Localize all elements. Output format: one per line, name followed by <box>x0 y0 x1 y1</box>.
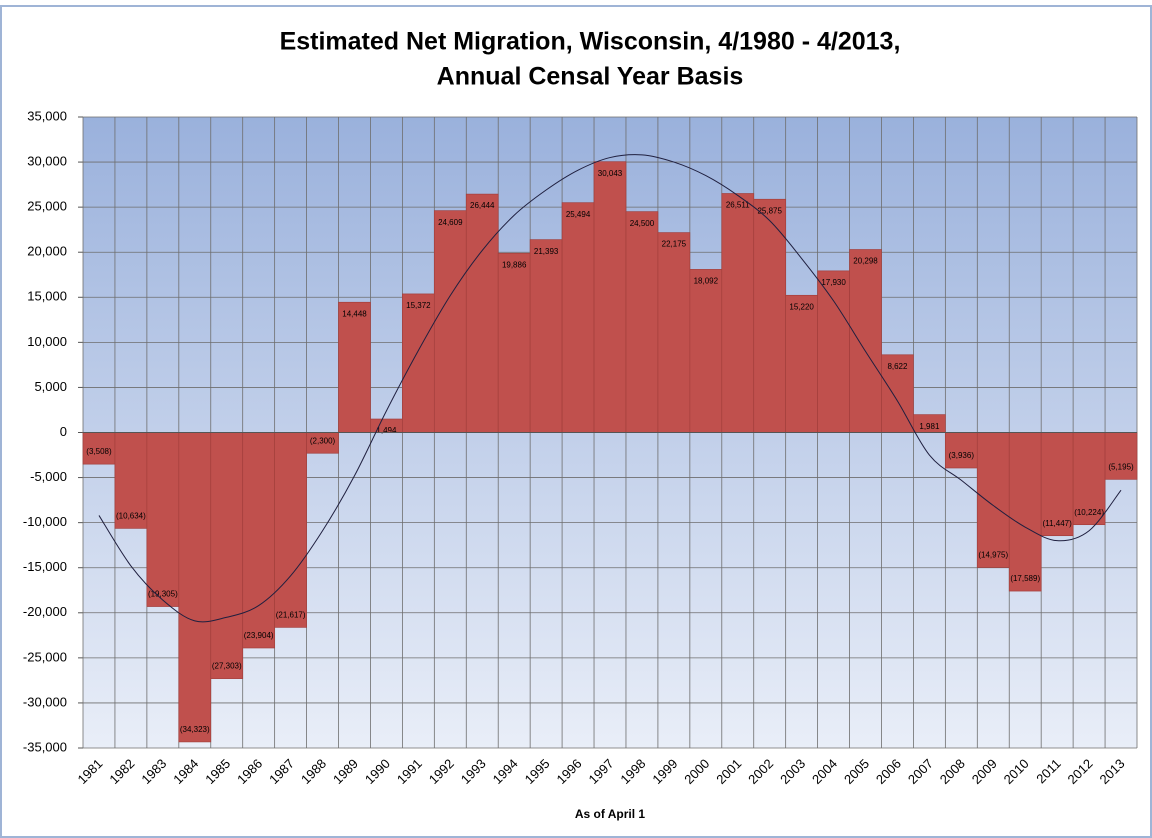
value-label: (2,300) <box>310 436 336 445</box>
value-label: 26,444 <box>470 201 495 210</box>
chart-title: Annual Censal Year Basis <box>437 63 744 91</box>
bar <box>274 432 307 628</box>
bar <box>625 211 659 433</box>
bar <box>146 432 180 607</box>
bar <box>849 249 882 433</box>
value-label: (3,508) <box>86 447 112 456</box>
y-tick-label: -20,000 <box>23 604 67 619</box>
value-label: (10,634) <box>116 511 146 520</box>
value-label: 25,875 <box>757 206 782 215</box>
bar <box>1104 432 1138 480</box>
bar <box>945 432 978 469</box>
value-label: 18,092 <box>694 277 719 286</box>
bar <box>1040 432 1074 537</box>
y-tick-label: -25,000 <box>23 649 67 664</box>
value-label: (11,447) <box>1043 519 1073 528</box>
bar <box>114 432 148 529</box>
value-label: (27,303) <box>212 662 242 671</box>
bar <box>529 239 563 433</box>
value-label: 15,372 <box>406 301 431 310</box>
value-label: (21,617) <box>276 610 306 619</box>
value-label: 25,494 <box>566 210 591 219</box>
value-label: 22,175 <box>662 240 687 249</box>
trendline <box>98 154 1122 623</box>
value-label: 1,981 <box>919 422 940 431</box>
y-tick-label: 5,000 <box>34 379 67 394</box>
bar <box>689 269 723 433</box>
value-label: (5,195) <box>1108 462 1134 471</box>
bar <box>497 252 531 433</box>
value-label: 15,220 <box>789 302 814 311</box>
y-tick-label: -30,000 <box>23 694 67 709</box>
y-tick-label: -15,000 <box>23 559 67 574</box>
bar <box>753 198 787 433</box>
x-axis-title: As of April 1 <box>575 807 646 821</box>
bar <box>433 210 467 433</box>
value-label: 19,886 <box>502 260 527 269</box>
value-label: 21,393 <box>534 247 559 256</box>
value-label: 14,448 <box>342 309 367 318</box>
y-tick-label: 10,000 <box>27 334 67 349</box>
value-label: (23,904) <box>244 631 274 640</box>
bar <box>976 432 1010 568</box>
value-label: 1,494 <box>376 426 397 435</box>
bar <box>785 294 818 433</box>
value-label: 20,298 <box>853 257 878 266</box>
value-label: 17,930 <box>821 278 846 287</box>
bar <box>593 161 627 433</box>
y-tick-label: -35,000 <box>23 739 67 754</box>
y-tick-label: 15,000 <box>27 289 67 304</box>
bar <box>817 270 850 433</box>
bar <box>82 432 116 465</box>
y-tick-label: 25,000 <box>27 199 67 214</box>
value-label: (10,224) <box>1074 508 1104 517</box>
y-tick-label: -10,000 <box>23 514 67 529</box>
bar <box>178 432 212 743</box>
bar <box>1008 432 1042 592</box>
bar <box>561 202 595 433</box>
y-tick-label: 20,000 <box>27 244 67 259</box>
value-label: 26,511 <box>726 201 750 210</box>
bar <box>657 232 691 433</box>
value-label: (17,589) <box>1010 574 1040 583</box>
y-tick-label: 35,000 <box>27 108 67 123</box>
bar <box>402 293 435 433</box>
value-label: 24,500 <box>630 219 655 228</box>
bar <box>721 193 755 433</box>
value-label: 30,043 <box>598 169 623 178</box>
bar <box>242 432 275 649</box>
value-label: (19,305) <box>148 590 178 599</box>
y-tick-label: -5,000 <box>30 469 67 484</box>
value-label: 8,622 <box>887 362 908 371</box>
value-label: (34,323) <box>180 725 210 734</box>
value-label: (14,975) <box>978 551 1008 560</box>
bar <box>210 432 244 679</box>
chart-title: Estimated Net Migration, Wisconsin, 4/19… <box>280 28 901 56</box>
value-label: 24,609 <box>438 218 463 227</box>
y-tick-label: 0 <box>60 424 67 439</box>
bar <box>465 193 499 433</box>
value-label: (3,936) <box>949 451 975 460</box>
y-tick-label: 30,000 <box>27 154 67 169</box>
bar <box>338 301 371 433</box>
